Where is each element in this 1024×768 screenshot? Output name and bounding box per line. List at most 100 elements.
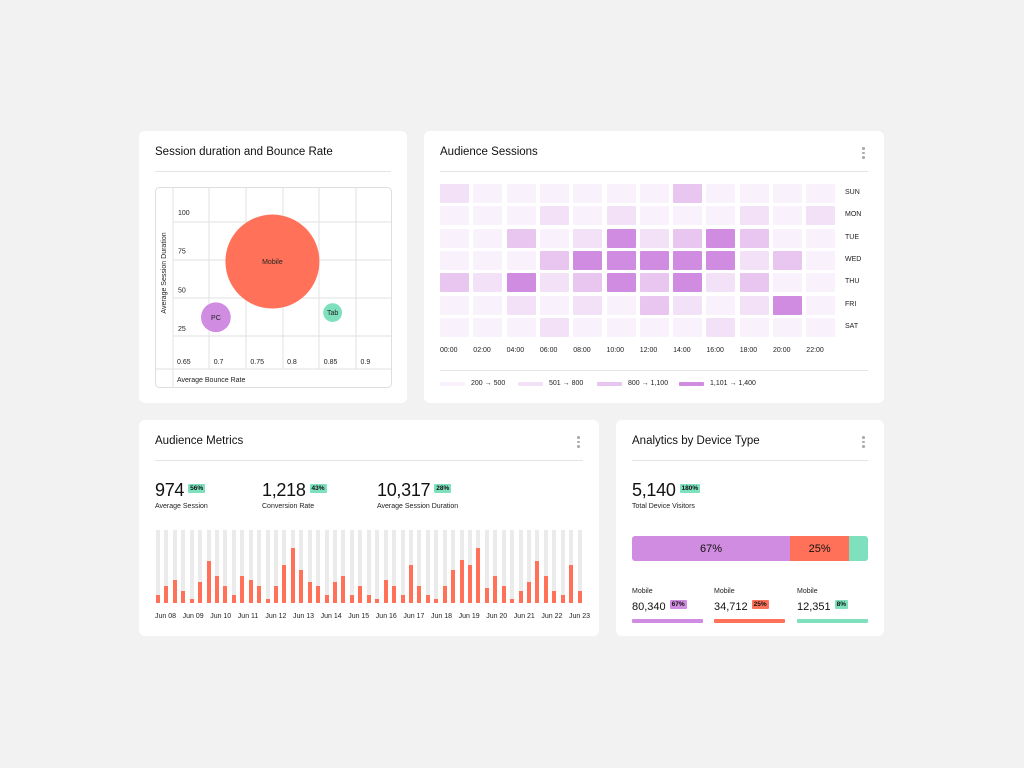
bar[interactable] <box>290 547 295 603</box>
bar[interactable] <box>248 579 253 603</box>
heatmap-cell[interactable] <box>473 206 503 226</box>
heatmap-cell[interactable] <box>573 206 603 226</box>
heatmap-cell[interactable] <box>706 184 736 203</box>
heatmap-cell[interactable] <box>706 228 736 248</box>
bar[interactable] <box>341 575 346 603</box>
bar[interactable] <box>467 565 472 603</box>
heatmap-cell[interactable] <box>773 250 802 270</box>
heatmap-cell[interactable] <box>473 273 503 293</box>
heatmap-cell[interactable] <box>606 250 636 270</box>
heatmap-cell[interactable] <box>739 206 769 226</box>
heatmap-cell[interactable] <box>440 206 469 226</box>
heatmap-cell[interactable] <box>606 295 636 315</box>
heatmap-cell[interactable] <box>473 184 503 203</box>
heatmap-cell[interactable] <box>639 250 669 270</box>
heatmap-cell[interactable] <box>606 273 636 293</box>
heatmap-cell[interactable] <box>773 206 802 226</box>
heatmap-cell[interactable] <box>706 250 736 270</box>
bar[interactable] <box>408 565 413 603</box>
heatmap-cell[interactable] <box>440 317 469 337</box>
heatmap-cell[interactable] <box>806 206 836 226</box>
heatmap-cell[interactable] <box>573 295 603 315</box>
heatmap-cell[interactable] <box>506 295 536 315</box>
heatmap-cell[interactable] <box>539 317 569 337</box>
heatmap-cell[interactable] <box>706 295 736 315</box>
bar[interactable] <box>383 579 388 603</box>
heatmap-cell[interactable] <box>606 206 636 226</box>
heatmap-cell[interactable] <box>606 184 636 203</box>
bar[interactable] <box>366 594 371 603</box>
heatmap-cell[interactable] <box>539 228 569 248</box>
heatmap-cell[interactable] <box>506 317 536 337</box>
bar[interactable] <box>240 575 245 603</box>
bar[interactable] <box>569 565 574 603</box>
stacked-segment[interactable] <box>849 536 868 561</box>
bar[interactable] <box>451 570 456 603</box>
heatmap-cell[interactable] <box>806 250 836 270</box>
bar[interactable] <box>156 594 160 603</box>
heatmap-cell[interactable] <box>506 273 536 293</box>
bar[interactable] <box>231 594 236 603</box>
heatmap-cell[interactable] <box>673 295 703 315</box>
bar[interactable] <box>375 598 380 603</box>
bar[interactable] <box>274 586 279 603</box>
heatmap-cell[interactable] <box>573 273 603 293</box>
bar[interactable] <box>459 559 464 603</box>
heatmap-cell[interactable] <box>673 250 703 270</box>
stacked-segment[interactable]: 67% <box>632 536 791 561</box>
heatmap-cell[interactable] <box>506 206 536 226</box>
heatmap-cell[interactable] <box>773 228 802 248</box>
heatmap-cell[interactable] <box>539 295 569 315</box>
heatmap-cell[interactable] <box>639 317 669 337</box>
heatmap-cell[interactable] <box>806 317 836 337</box>
bar[interactable] <box>198 581 203 603</box>
heatmap-cell[interactable] <box>539 273 569 293</box>
heatmap-cell[interactable] <box>673 184 703 203</box>
bar[interactable] <box>552 590 557 603</box>
bar[interactable] <box>307 581 312 603</box>
heatmap-cell[interactable] <box>440 184 469 203</box>
heatmap-cell[interactable] <box>573 228 603 248</box>
bar[interactable] <box>510 598 515 603</box>
heatmap-cell[interactable] <box>440 250 469 270</box>
heatmap-cell[interactable] <box>739 250 769 270</box>
heatmap-cell[interactable] <box>673 273 703 293</box>
heatmap-cell[interactable] <box>539 184 569 203</box>
heatmap-cell[interactable] <box>639 228 669 248</box>
bar[interactable] <box>206 561 211 603</box>
heatmap-cell[interactable] <box>673 317 703 337</box>
bar[interactable] <box>577 590 582 603</box>
bar[interactable] <box>392 586 397 603</box>
bar[interactable] <box>417 586 422 603</box>
bar[interactable] <box>358 586 363 603</box>
bar[interactable] <box>299 570 304 603</box>
heatmap-cell[interactable] <box>739 295 769 315</box>
heatmap-cell[interactable] <box>440 295 469 315</box>
bar[interactable] <box>181 590 186 603</box>
heatmap-cell[interactable] <box>806 184 836 203</box>
bar[interactable] <box>215 575 220 603</box>
heatmap-cell[interactable] <box>806 273 836 293</box>
more-options-icon[interactable] <box>577 436 581 448</box>
bar[interactable] <box>282 565 287 603</box>
heatmap-cell[interactable] <box>506 184 536 203</box>
heatmap-cell[interactable] <box>573 317 603 337</box>
heatmap-cell[interactable] <box>639 206 669 226</box>
bar[interactable] <box>560 594 565 603</box>
heatmap-cell[interactable] <box>673 228 703 248</box>
heatmap-cell[interactable] <box>539 250 569 270</box>
heatmap-cell[interactable] <box>739 228 769 248</box>
heatmap-cell[interactable] <box>773 273 802 293</box>
heatmap-cell[interactable] <box>773 295 802 315</box>
heatmap-cell[interactable] <box>739 184 769 203</box>
heatmap-cell[interactable] <box>773 184 802 203</box>
bar[interactable] <box>526 581 531 603</box>
bar[interactable] <box>535 561 540 603</box>
heatmap-cell[interactable] <box>539 206 569 226</box>
bar[interactable] <box>265 598 270 603</box>
heatmap-cell[interactable] <box>506 228 536 248</box>
bar[interactable] <box>425 594 430 603</box>
heatmap-cell[interactable] <box>573 250 603 270</box>
heatmap-cell[interactable] <box>706 273 736 293</box>
more-options-icon[interactable] <box>862 436 866 448</box>
